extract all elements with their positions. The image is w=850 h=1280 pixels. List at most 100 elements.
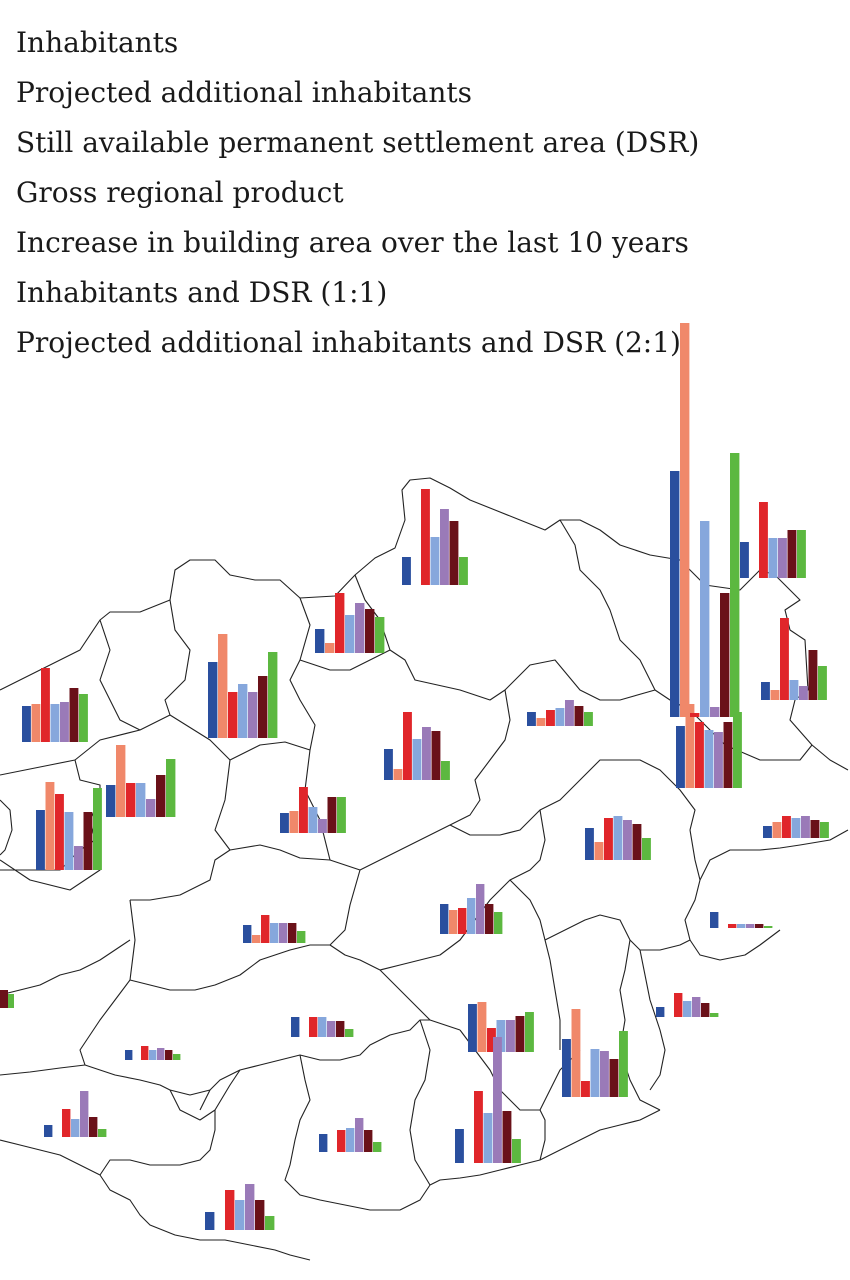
region-border [214,759,231,851]
bar [373,1142,382,1152]
bar [680,323,690,717]
region-bar-chart [106,745,176,817]
bar [763,826,772,838]
bar [421,489,430,585]
bar [149,1050,157,1060]
region-bar-chart [243,915,306,943]
bar [319,1134,328,1152]
bar [93,788,102,870]
region-border [199,1089,211,1111]
bar [683,1001,692,1017]
bar [782,816,791,838]
bar [585,828,594,860]
bar [483,1113,493,1163]
bar [335,593,345,653]
bar [759,502,768,578]
bar [512,1139,521,1163]
region-border [169,1069,241,1121]
bar [422,727,431,780]
region-border [284,1054,661,1211]
bar [252,935,261,943]
bar [45,782,55,870]
bar [345,1029,354,1037]
bar [440,509,449,585]
bar [730,453,740,717]
bar [515,1016,525,1052]
bar [50,704,60,742]
legend-item: Gross regional product [16,176,344,209]
bar [393,769,403,780]
region-bar-chart [562,1009,628,1097]
bar [690,713,700,717]
region-bar-chart-edge [0,990,14,1008]
region-bar-chart [670,323,740,717]
bar [467,898,476,934]
region-bar-chart [125,1046,181,1060]
bar [116,745,126,817]
bar [280,813,289,833]
bar [261,915,270,943]
region-bar-chart [440,884,503,934]
bar [710,1013,719,1017]
region-border [0,799,13,856]
bar [83,812,93,870]
bar [441,761,450,780]
bar [126,783,136,817]
bar [799,686,808,700]
bar [581,1081,590,1097]
bar [496,1020,506,1052]
bar [79,694,88,742]
bar [74,846,83,870]
bar [704,730,714,788]
bar [289,811,299,833]
bar [125,1050,133,1060]
region-bar-chart [315,593,385,653]
bar [737,924,746,928]
bar [412,739,422,780]
region-border [549,959,561,1050]
bar [157,1048,165,1060]
bar [375,617,385,653]
bar [590,1049,600,1097]
bar [733,712,742,788]
bar [258,676,268,738]
bar [384,749,393,780]
bar [485,904,494,934]
bar [710,707,720,717]
bar [642,838,651,860]
bar [761,682,770,700]
bar [536,718,546,726]
bar [430,537,440,585]
region-border [99,1110,311,1261]
bar [8,994,14,1008]
bar [346,1128,355,1152]
bar [166,759,176,817]
region-border [684,829,849,961]
region-bar-chart [656,993,719,1017]
bar [365,609,375,653]
bar [670,471,680,717]
bar [780,618,789,700]
bar [695,722,704,788]
bar [89,1117,98,1137]
bar [44,1125,53,1137]
region-bar-chart [22,668,88,742]
bar [345,615,355,653]
region-border [79,899,461,1096]
bar [279,923,288,943]
bar [768,538,778,578]
bar [674,993,683,1017]
bar [80,1091,89,1137]
bar [327,1021,336,1037]
bar [476,884,485,934]
region-border [0,477,849,771]
legend-item: Still available permanent settlement are… [16,126,700,159]
bar [820,822,829,838]
bar [248,692,258,738]
bar [746,924,755,928]
region-bar-chart [402,489,468,585]
bar [455,1129,464,1163]
bar [692,997,701,1017]
bar [308,807,318,833]
bar [205,1212,215,1230]
